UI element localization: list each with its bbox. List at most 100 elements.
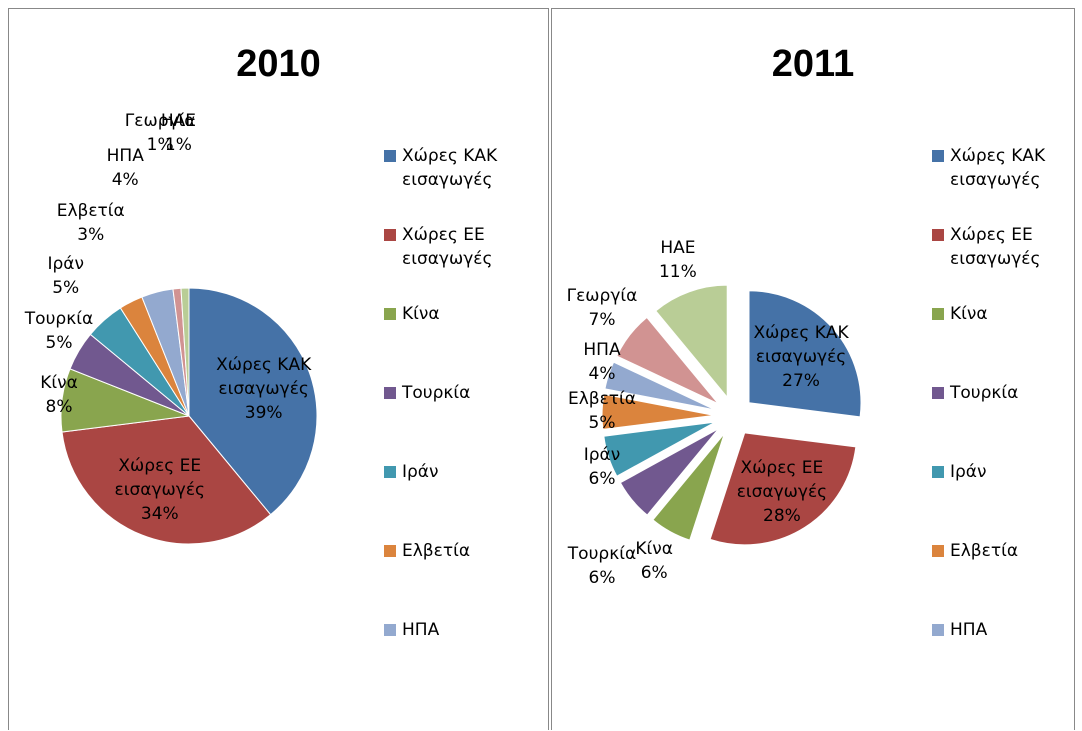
pie-slice [180, 287, 190, 417]
data-label-name: Ιράν [583, 445, 621, 466]
data-label-name: ΗΑΕ [160, 111, 196, 131]
legend-label: Χώρες ΕΕ εισαγωγές [402, 225, 493, 269]
data-label-value: 4% [588, 363, 616, 384]
data-label-name: Ελβετία [567, 388, 637, 409]
legend-entry: Χώρες ΚΑΚ εισαγωγές [384, 144, 547, 192]
legend-swatch [384, 308, 396, 320]
data-label-value: 6% [588, 568, 616, 589]
legend-entry: Χώρες ΕΕ εισαγωγές [932, 223, 1082, 271]
data-label: Τουρκία 5% [11, 307, 107, 355]
data-label: ΗΠΑ 4% [77, 144, 173, 192]
data-label: Κίνα 6% [606, 537, 702, 585]
legend-swatch [384, 229, 396, 241]
data-label-value: 3% [77, 225, 105, 246]
data-label-name: Κίνα [635, 539, 674, 560]
data-label-name: Γεωργία [566, 286, 638, 307]
data-label-name: ΗΠΑ [106, 145, 144, 166]
pie-slice [61, 415, 272, 545]
data-label-value: 5% [588, 412, 616, 433]
pie-slice [604, 361, 716, 411]
legend-entry: Κίνα [384, 302, 547, 326]
data-label-value: 28% [763, 505, 801, 526]
legend-swatch [384, 466, 396, 478]
pie-slice [188, 287, 318, 516]
legend-swatch [932, 466, 944, 478]
legend-swatch [384, 387, 396, 399]
legend-swatch [932, 545, 944, 557]
legend-label: ΗΠΑ [402, 620, 440, 640]
data-label: Τουρκία 6% [554, 542, 650, 590]
legend-label: ΗΠΑ [950, 620, 988, 640]
data-label-value: 1% [146, 135, 174, 155]
data-label-value: 7% [588, 310, 616, 331]
legend-label: Ελβετία [402, 541, 471, 561]
data-label-value: 11% [658, 262, 697, 283]
legend-swatch [384, 150, 396, 162]
legend-label: Τουρκία [950, 383, 1019, 403]
chart-title: 2011 [771, 43, 855, 85]
legend-label: Ελβετία [950, 541, 1019, 561]
data-label: Ιράν 6% [554, 443, 650, 491]
legend-entry: Χώρες ΕΕ εισαγωγές [384, 223, 547, 271]
data-label: Χώρες ΕΕ εισαγωγές 34% [112, 454, 208, 526]
data-label-name: Χώρες ΕΕ εισαγωγές [736, 457, 828, 502]
data-label-value: 5% [52, 278, 80, 299]
legend-entry: Κίνα [932, 302, 1082, 326]
data-label-name: Χώρες ΕΕ εισαγωγές [114, 455, 205, 500]
data-label-name: Γεωργία [124, 111, 196, 131]
pie-slice [601, 393, 715, 430]
pie-slice [603, 421, 716, 477]
data-label-name: ΗΠΑ [583, 339, 621, 360]
legend-entry: ΗΠΑ [932, 618, 1082, 642]
data-label: ΗΑΕ 11% [630, 236, 726, 284]
data-label-value: 5% [45, 333, 73, 354]
legend-label: Ιράν [402, 462, 439, 482]
data-label-value: 39% [244, 403, 283, 424]
legend-swatch [384, 545, 396, 557]
data-label: Γεωργία 7% [554, 284, 650, 332]
legend-swatch [932, 308, 944, 320]
data-label: Ελβετία 5% [554, 387, 650, 435]
pie-slice [616, 316, 719, 405]
pie-slice [655, 284, 728, 399]
data-label-name: Χώρες ΚΑΚ εισαγωγές [753, 322, 849, 367]
legend-entry: Ελβετία [932, 539, 1082, 563]
pie-slice [619, 428, 719, 516]
data-label-name: Ελβετία [56, 201, 125, 222]
data-label: Χώρες ΚΑΚ εισαγωγές 27% [753, 321, 849, 393]
data-label-value: 34% [140, 503, 179, 524]
data-label: Χώρες ΚΑΚ εισαγωγές 39% [216, 353, 312, 425]
legend-entry: Τουρκία [932, 381, 1082, 405]
data-label: Χώρες ΕΕ εισαγωγές 28% [734, 456, 830, 528]
legend-swatch [932, 387, 944, 399]
legend-entry: Χώρες ΚΑΚ εισαγωγές [932, 144, 1082, 192]
chart-panel: 2010 Χώρες ΚΑΚ εισαγωγές 39% Χώρες ΕΕ εισα… [8, 8, 549, 730]
legend-label: Κίνα [402, 304, 440, 324]
legend-entry: ΗΠΑ [384, 618, 547, 642]
data-label-name: Ιράν [47, 254, 84, 275]
legend-label: Χώρες ΚΑΚ εισαγωγές [402, 146, 498, 190]
pie-chart [60, 287, 318, 545]
data-label: Ελβετία 3% [43, 199, 139, 247]
legend-entry: Ελβετία [384, 539, 547, 563]
data-label-value: 6% [588, 469, 616, 490]
data-label-name: Χώρες ΚΑΚ εισαγωγές [216, 355, 312, 400]
data-label-value: 6% [640, 563, 668, 584]
legend-swatch [932, 229, 944, 241]
chart-title: 2010 [236, 43, 321, 85]
data-label: ΗΠΑ 4% [554, 338, 650, 386]
data-label: Κίνα 8% [11, 371, 107, 419]
legend-entry: Ιράν [384, 460, 547, 484]
data-label: ΗΑΕ 1% [130, 109, 226, 157]
data-label-name: Τουρκία [24, 309, 94, 330]
data-label-name: ΗΑΕ [660, 238, 696, 259]
legend-label: Χώρες ΚΑΚ εισαγωγές [950, 146, 1046, 190]
legend-entry: Ιράν [932, 460, 1082, 484]
legend-swatch [384, 624, 396, 636]
chart-panel: 2011 Χώρες ΚΑΚ εισαγωγές 27% Χώρες ΕΕ εισα… [551, 8, 1075, 730]
pie-chart [601, 284, 862, 546]
data-label-value: 4% [111, 169, 139, 190]
pie-slice [748, 290, 862, 418]
legend-swatch [932, 150, 944, 162]
